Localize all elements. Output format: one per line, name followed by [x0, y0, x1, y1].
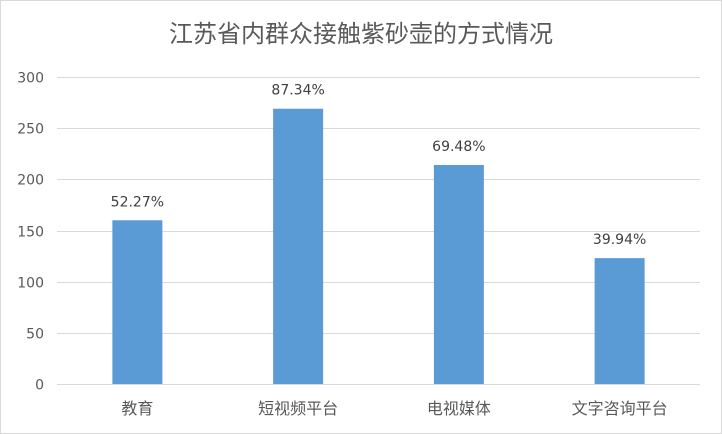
y-tick-label: 150: [17, 225, 44, 241]
bar: [273, 108, 324, 385]
data-label: 52.27%: [111, 194, 164, 210]
data-label: 87.34%: [271, 83, 324, 99]
x-category-label: 短视频平台: [258, 399, 338, 418]
chart-title: 江苏省内群众接触紫砂壶的方式情况: [169, 20, 553, 48]
x-category-label: 电视媒体: [427, 399, 491, 418]
bars: [112, 108, 645, 385]
y-tick-label: 250: [17, 122, 44, 138]
data-label: 39.94%: [593, 232, 646, 248]
bar: [594, 258, 645, 384]
gridlines: [57, 77, 700, 385]
data-labels: 52.27% 87.34% 69.48% 39.94%: [111, 83, 647, 248]
y-tick-label: 0: [35, 378, 44, 394]
y-axis-tick-labels: 0 50 100 150 200 250 300: [17, 71, 44, 394]
x-axis-category-labels: 教育 短视频平台 电视媒体 文字咨询平台: [121, 399, 667, 418]
y-tick-label: 200: [17, 173, 44, 189]
data-label: 69.48%: [432, 139, 485, 155]
y-tick-label: 300: [17, 71, 44, 87]
bar: [433, 165, 484, 384]
y-tick-label: 100: [17, 276, 44, 292]
x-category-label: 教育: [121, 399, 153, 418]
x-category-label: 文字咨询平台: [572, 399, 668, 418]
y-tick-label: 50: [26, 327, 44, 343]
bar: [112, 220, 163, 384]
